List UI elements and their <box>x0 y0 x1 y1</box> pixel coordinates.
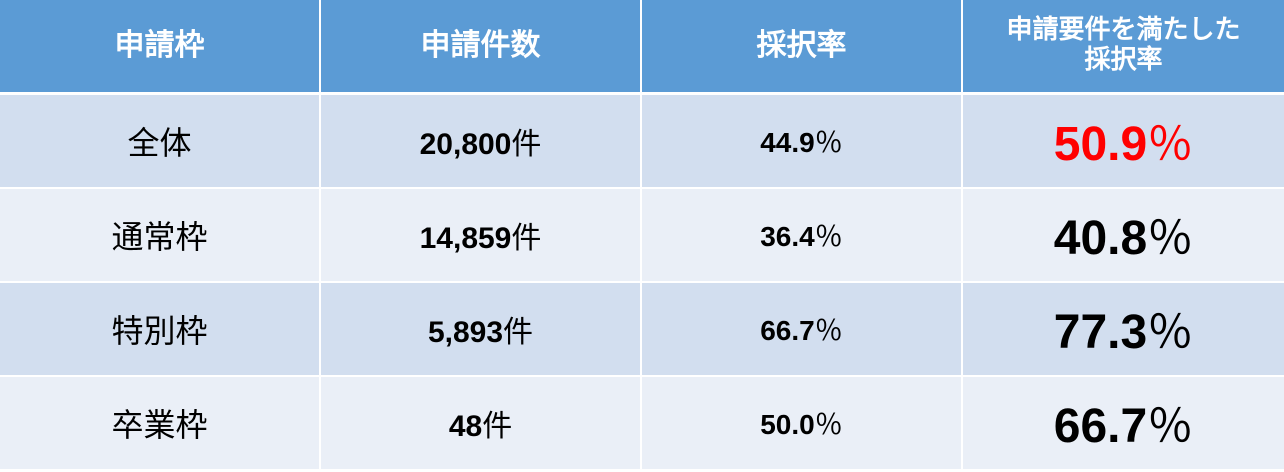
header-rate: 採択率 <box>642 0 963 95</box>
count-cell: 14,859件 <box>321 189 642 283</box>
rate-unit: ％ <box>814 220 843 253</box>
count-value: 20,800 <box>419 128 512 161</box>
category-cell: 全体 <box>0 95 321 189</box>
category-label: 特別枠 <box>111 312 208 350</box>
rate-value: 50.0 <box>760 409 815 440</box>
count-unit: 件 <box>511 221 542 256</box>
table-row: 卒業枠 48件 50.0％ 66.7％ <box>0 377 1284 471</box>
rate-unit: ％ <box>814 314 843 347</box>
qualified-rate-cell: 66.7％ <box>963 377 1284 471</box>
count-value: 5,893 <box>427 316 504 349</box>
rate-value: 36.4 <box>760 221 815 252</box>
table-row: 特別枠 5,893件 66.7％ 77.3％ <box>0 283 1284 377</box>
rate-unit: ％ <box>814 126 843 159</box>
rate-value: 66.7 <box>760 315 815 346</box>
rate-cell: 50.0％ <box>642 377 963 471</box>
header-line-2: 採択率 <box>1084 45 1163 75</box>
count-cell: 5,893件 <box>321 283 642 377</box>
qualified-rate-cell: 77.3％ <box>963 283 1284 377</box>
header-qualified-rate: 申請要件を満たした 採択率 <box>963 0 1284 95</box>
qualified-rate-cell: 40.8％ <box>963 189 1284 283</box>
qualified-rate-value: 66.7 <box>1053 400 1148 453</box>
rate-cell: 66.7％ <box>642 283 963 377</box>
qualified-rate-unit: ％ <box>1147 305 1194 359</box>
category-cell: 通常枠 <box>0 189 321 283</box>
category-label: 卒業枠 <box>111 406 208 444</box>
header-line-1: 申請要件を満たした <box>1006 15 1241 46</box>
header-category: 申請枠 <box>0 0 321 95</box>
qualified-rate-unit: ％ <box>1147 399 1194 453</box>
qualified-rate-cell: 50.9％ <box>963 95 1284 189</box>
qualified-rate-value: 77.3 <box>1053 306 1148 359</box>
count-unit: 件 <box>511 127 542 162</box>
count-unit: 件 <box>503 315 534 350</box>
category-label: 全体 <box>127 124 192 162</box>
qualified-rate-value: 50.9 <box>1053 118 1148 171</box>
rate-cell: 36.4％ <box>642 189 963 283</box>
header-row: 申請枠 申請件数 採択率 申請要件を満たした 採択率 <box>0 0 1284 95</box>
category-cell: 卒業枠 <box>0 377 321 471</box>
header-count: 申請件数 <box>321 0 642 95</box>
count-cell: 20,800件 <box>321 95 642 189</box>
category-cell: 特別枠 <box>0 283 321 377</box>
count-unit: 件 <box>482 409 513 444</box>
table-row: 全体 20,800件 44.9％ 50.9％ <box>0 95 1284 189</box>
rate-unit: ％ <box>814 408 843 441</box>
table-row: 通常枠 14,859件 36.4％ 40.8％ <box>0 189 1284 283</box>
category-label: 通常枠 <box>111 218 208 256</box>
count-value: 48 <box>448 410 483 443</box>
rate-value: 44.9 <box>760 127 815 158</box>
count-value: 14,859 <box>419 222 512 255</box>
count-cell: 48件 <box>321 377 642 471</box>
qualified-rate-unit: ％ <box>1147 117 1194 171</box>
qualified-rate-unit: ％ <box>1147 211 1194 265</box>
qualified-rate-value: 40.8 <box>1053 212 1148 265</box>
rate-cell: 44.9％ <box>642 95 963 189</box>
